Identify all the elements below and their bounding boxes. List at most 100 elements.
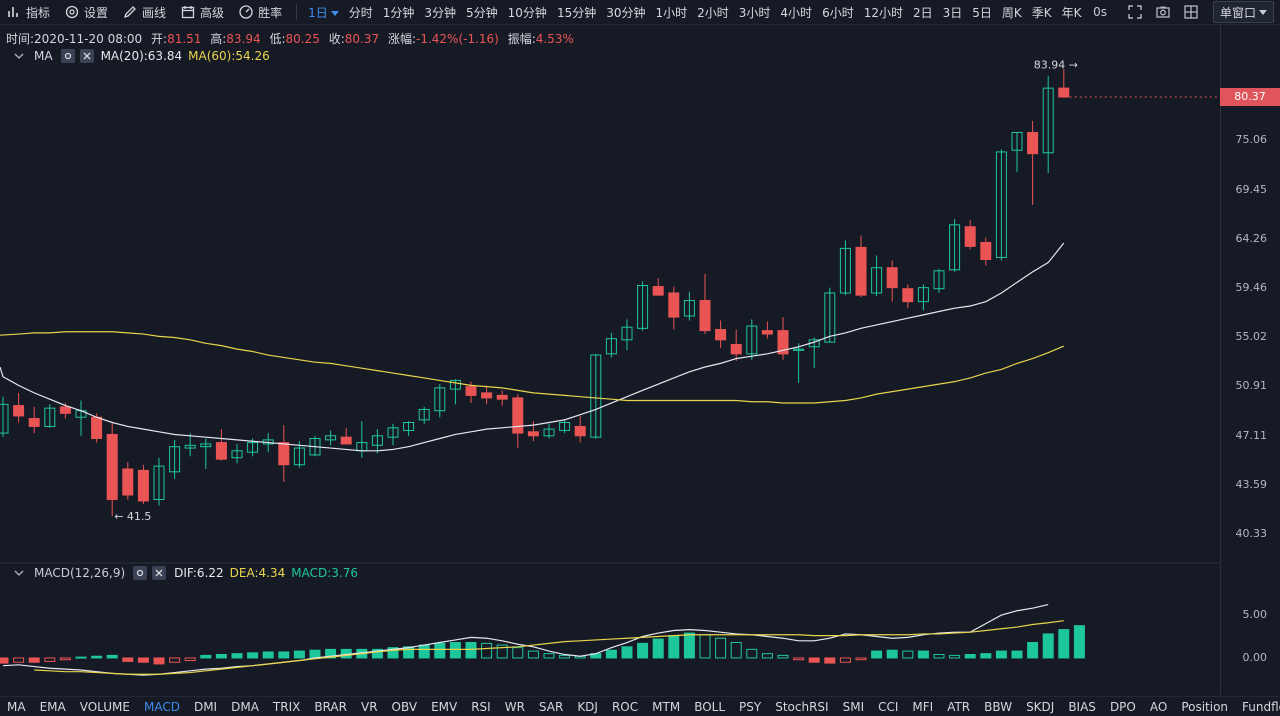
period-option[interactable]: 4小时 (780, 5, 813, 20)
candle-body (247, 442, 259, 453)
amplitude-label: 振幅: (507, 32, 536, 46)
indicator-tab[interactable]: DPO (1109, 699, 1136, 714)
candle-body (793, 348, 805, 351)
indicator-tab[interactable]: VR (360, 699, 378, 714)
candle-body (106, 433, 118, 500)
macd-histogram-bar (13, 657, 25, 663)
macd-histogram-bar (1058, 629, 1070, 659)
close-icon[interactable] (152, 566, 167, 580)
candle-body (761, 330, 773, 335)
fullscreen-icon[interactable] (1127, 4, 1143, 20)
indicator-tab[interactable]: RSI (471, 699, 491, 714)
period-option[interactable]: 12小时 (863, 5, 903, 20)
period-option[interactable]: 15分钟 (556, 5, 597, 20)
period-option[interactable]: 6小时 (822, 5, 854, 20)
indicator-tab[interactable]: BIAS (1068, 699, 1096, 714)
period-option[interactable]: 1分钟 (382, 5, 415, 20)
macd-histogram-bar (1042, 633, 1054, 659)
period-option[interactable]: 5日 (972, 5, 992, 20)
price-axis[interactable]: 75.06 69.45 64.26 59.46 55.02 50.91 47.11 43.59… (1220, 25, 1280, 563)
settings-icon[interactable] (133, 566, 148, 580)
ohlc-info: 时间:2020-11-20 08:00 开:81.51 高:83.94 低:80… (6, 30, 579, 47)
settings-icon[interactable] (60, 49, 75, 63)
indicator-tab[interactable]: BOLL (694, 699, 726, 714)
tool-label: 高级 (200, 5, 225, 20)
indicator-tab[interactable]: SAR (538, 699, 564, 714)
indicator-tab[interactable]: WR (504, 699, 525, 714)
period-option[interactable]: 1小时 (655, 5, 688, 20)
macd-histogram-bar (730, 642, 742, 659)
candle-body (449, 379, 461, 390)
tool-button-4[interactable]: 胜率 (232, 0, 290, 24)
indicator-tab[interactable]: MA (7, 699, 26, 714)
gauge-icon (239, 5, 253, 19)
macd-histogram-bar (403, 646, 415, 659)
indicator-tab[interactable]: StochRSI (775, 699, 829, 714)
period-option[interactable]: 5分钟 (466, 5, 498, 20)
indicator-tab[interactable]: AO (1149, 699, 1168, 714)
period-option[interactable]: 季K (1031, 5, 1052, 20)
period-option[interactable]: 3分钟 (424, 5, 457, 20)
candle-body (855, 246, 867, 296)
period-option[interactable]: 10分钟 (507, 5, 547, 20)
macd-histogram-bar (91, 655, 103, 659)
indicator-tab[interactable]: PSY (739, 699, 762, 714)
candle-body (28, 418, 40, 427)
macd-axis[interactable]: 5.00 0.00 (1220, 564, 1280, 695)
indicator-tab[interactable]: VOLUME (79, 699, 130, 714)
indicator-tab[interactable]: SMI (842, 699, 865, 714)
macd-legend: MACD(12,26,9) DIF:6.22 DEA:4.34 MACD:3.7… (14, 566, 358, 580)
close-value: 80.37 (344, 32, 380, 46)
indicator-tab[interactable]: KDJ (577, 699, 598, 714)
candle-body (387, 427, 399, 438)
period-option[interactable]: 年K (1061, 5, 1082, 20)
indicator-tab[interactable]: BRAR (314, 699, 347, 714)
indicator-bar: MA EMA VOLUME MACD DMI DMA TRIX BRAR VR OBV EMV RSI… (0, 696, 1280, 716)
macd-histogram-bar (699, 634, 711, 659)
close-icon[interactable] (79, 49, 94, 63)
period-option[interactable]: 30分钟 (606, 5, 646, 20)
period-option[interactable]: 分时 (348, 5, 373, 20)
indicator-tab[interactable]: SKDJ (1026, 699, 1055, 714)
indicator-tab[interactable]: EMA (39, 699, 66, 714)
countdown-label: 0s (1093, 5, 1107, 19)
candle-body (403, 421, 415, 431)
dea-value: DEA:4.34 (229, 566, 286, 580)
tool-button-2[interactable]: 画线 (116, 0, 174, 24)
chevron-down-icon[interactable] (14, 51, 24, 61)
period-option[interactable]: 周K (1001, 5, 1022, 20)
indicator-tab[interactable]: MACD (143, 699, 180, 714)
macd-histogram-bar (715, 637, 727, 659)
macd-histogram-bar (995, 650, 1007, 659)
indicator-tab[interactable]: Position (1181, 699, 1229, 714)
indicator-tab[interactable]: OBV (391, 699, 418, 714)
layout-icon[interactable] (1183, 4, 1199, 20)
window-mode-select[interactable]: 单窗口 (1212, 1, 1274, 23)
indicator-tab[interactable]: CCI (878, 699, 899, 714)
period-active-dropdown[interactable]: 1日 (303, 4, 344, 21)
indicator-tab[interactable]: MFI (912, 699, 934, 714)
indicator-tab[interactable]: EMV (431, 699, 458, 714)
gear-icon (65, 5, 79, 19)
indicator-tab[interactable]: DMI (193, 699, 218, 714)
tool-button-0[interactable]: 指标 (0, 0, 58, 24)
indicator-tab[interactable]: Fundflow (1242, 699, 1280, 714)
period-option[interactable]: 3小时 (738, 5, 771, 20)
macd-histogram-bar (59, 657, 71, 661)
indicator-tab[interactable]: ATR (947, 699, 971, 714)
indicator-tab[interactable]: TRIX (272, 699, 301, 714)
tool-button-3[interactable]: 高级 (174, 0, 232, 24)
screenshot-icon[interactable] (1155, 4, 1171, 20)
macd-histogram-bar (746, 648, 758, 659)
indicator-tab[interactable]: MTM (652, 699, 681, 714)
indicator-tab[interactable]: ROC (611, 699, 639, 714)
candle-body (496, 394, 508, 400)
tool-button-1[interactable]: 设置 (58, 0, 116, 24)
chevron-down-icon[interactable] (14, 568, 24, 578)
indicator-tab[interactable]: BBW (984, 699, 1013, 714)
indicator-tab[interactable]: DMA (231, 699, 259, 714)
period-option[interactable]: 2日 (912, 5, 933, 20)
period-option[interactable]: 2小时 (697, 5, 729, 20)
period-option[interactable]: 3日 (942, 5, 963, 20)
